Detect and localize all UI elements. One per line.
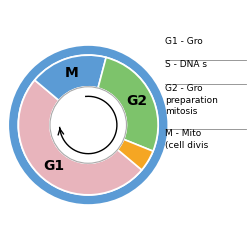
Text: G1 - Gro: G1 - Gro bbox=[166, 37, 203, 46]
Text: S - DNA s: S - DNA s bbox=[166, 60, 207, 69]
Text: G2 - Gro
preparation
mitosis: G2 - Gro preparation mitosis bbox=[166, 84, 218, 116]
Text: M: M bbox=[65, 66, 79, 80]
Circle shape bbox=[50, 87, 126, 163]
Text: G2: G2 bbox=[126, 94, 147, 108]
Text: M - Mito
(cell divis: M - Mito (cell divis bbox=[166, 130, 209, 150]
Wedge shape bbox=[118, 139, 153, 170]
Wedge shape bbox=[18, 80, 142, 195]
Text: G1: G1 bbox=[43, 160, 64, 173]
Wedge shape bbox=[35, 55, 106, 100]
Wedge shape bbox=[98, 58, 158, 151]
